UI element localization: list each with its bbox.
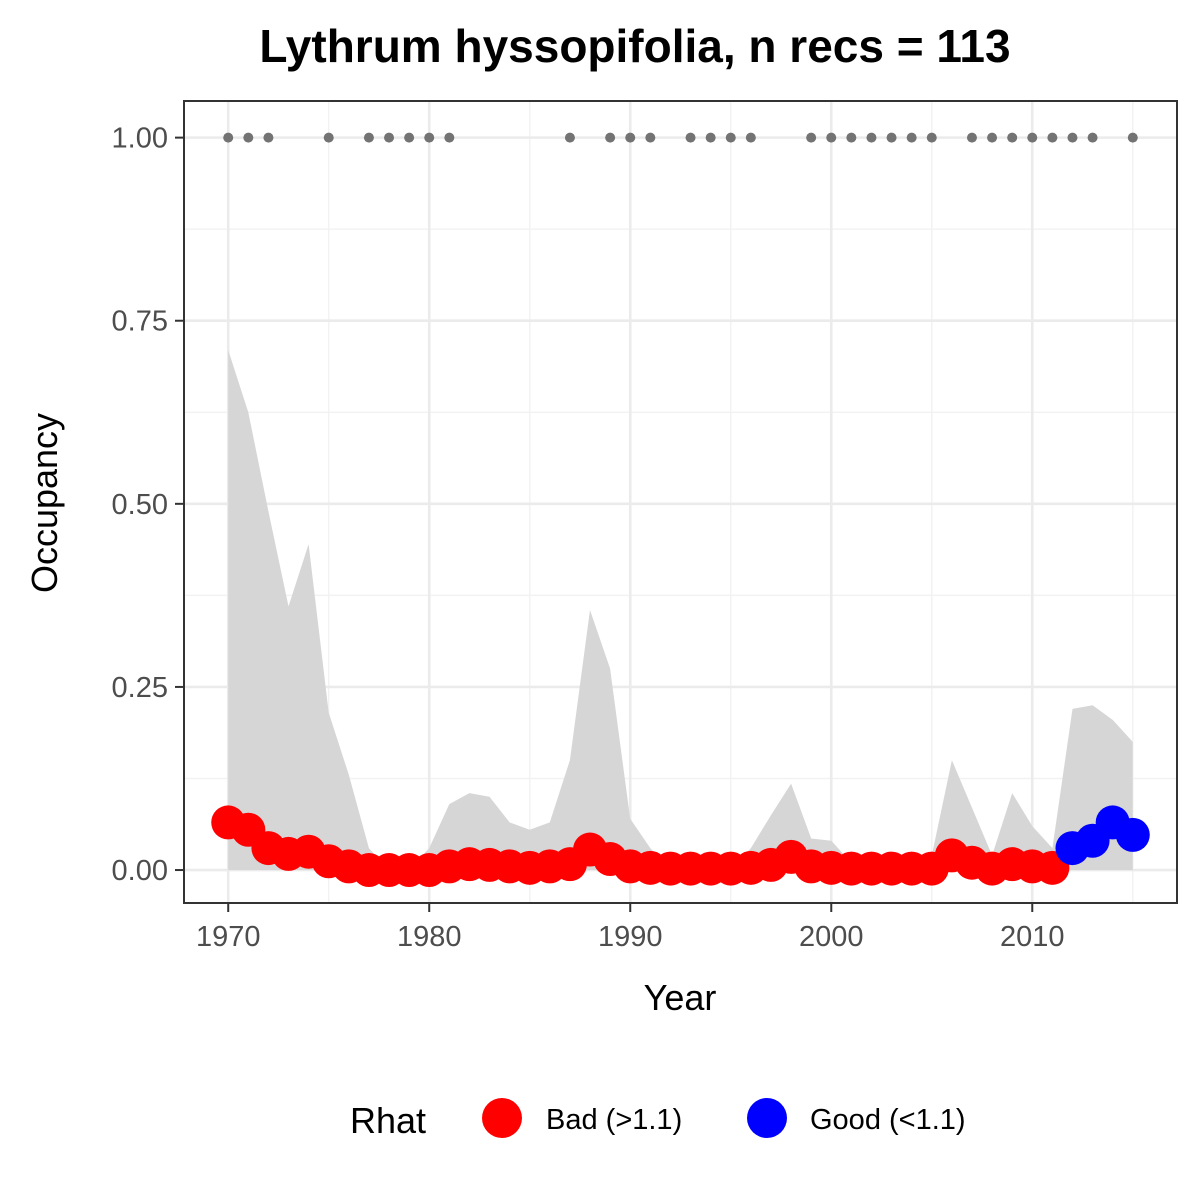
y-axis: 0.00 0.25 0.50 0.75 1.00 [112,123,184,887]
x-tick-label: 1980 [397,921,462,953]
record-point [705,132,716,143]
record-point [906,132,917,143]
mean-point [1115,817,1150,852]
record-point [564,132,575,143]
credible-interval-ribbon [228,350,1133,870]
legend-label-bad: Bad (>1.1) [546,1104,682,1136]
record-point [966,132,977,143]
record-point [384,132,395,143]
record-point [1047,132,1058,143]
record-point [444,132,455,143]
record-point [605,132,616,143]
y-axis-title: Occupancy [24,413,65,593]
record-point [323,132,334,143]
record-points [223,132,1138,143]
x-tick-label: 1990 [598,921,663,953]
record-point [1027,132,1038,143]
panel-background [184,101,1177,903]
legend: Rhat Bad (>1.1) Good (<1.1) [350,1098,966,1141]
record-point [745,132,756,143]
record-point [685,132,696,143]
record-point [645,132,656,143]
x-tick-label: 2000 [799,921,864,953]
record-point [424,132,435,143]
x-axis-title: Year [644,977,717,1018]
record-point [806,132,817,143]
record-point [826,132,837,143]
record-point [926,132,937,143]
plot-panel [183,100,1178,904]
record-point [886,132,897,143]
record-point [987,132,998,143]
grid-minor [184,101,1177,903]
record-point [1007,132,1018,143]
record-point [625,132,636,143]
record-point [1127,132,1138,143]
record-point [404,132,415,143]
panel-border [183,100,1178,904]
x-tick-label: 1970 [196,921,261,953]
y-tick-label: 0.25 [112,672,168,704]
record-point [725,132,736,143]
x-axis: 1970 1980 1990 2000 2010 [196,903,1065,953]
y-tick-label: 0.00 [112,855,168,887]
legend-label-good: Good (<1.1) [810,1104,966,1136]
record-point [263,132,274,143]
record-point [866,132,877,143]
record-point [363,132,374,143]
legend-title: Rhat [350,1100,426,1141]
record-point [1067,132,1078,143]
y-tick-label: 1.00 [112,123,168,155]
record-point [223,132,234,143]
chart-title: Lythrum hyssopifolia, n recs = 113 [259,20,1010,72]
y-tick-label: 0.50 [112,489,168,521]
mean-points [211,805,1150,888]
legend-key-good [747,1098,787,1138]
y-tick-label: 0.75 [112,306,168,338]
record-point [846,132,857,143]
record-point [243,132,254,143]
x-tick-label: 2010 [1000,921,1065,953]
record-point [1087,132,1098,143]
legend-key-bad [482,1098,522,1138]
